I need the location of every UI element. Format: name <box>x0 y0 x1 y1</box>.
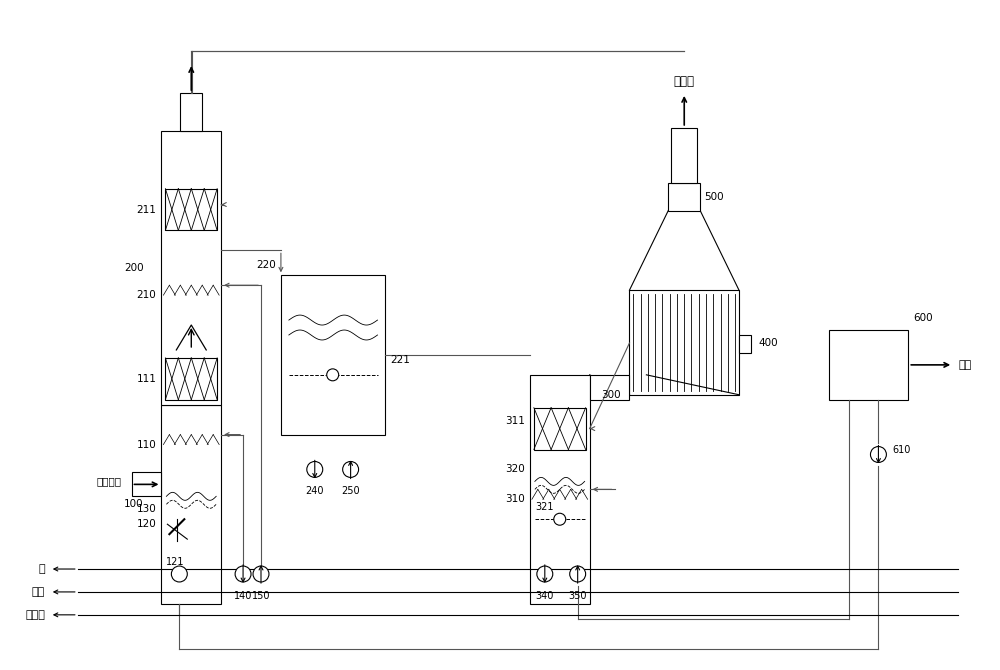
Bar <box>668 183 700 210</box>
Text: 500: 500 <box>704 192 724 202</box>
Text: 121: 121 <box>166 557 185 567</box>
Text: 240: 240 <box>306 486 324 496</box>
Text: 140: 140 <box>234 591 252 601</box>
Bar <box>161 405 221 604</box>
Text: 空气: 空气 <box>32 587 45 597</box>
Bar <box>590 375 629 400</box>
Text: 250: 250 <box>341 486 360 496</box>
Circle shape <box>253 566 269 582</box>
Text: 300: 300 <box>602 390 621 400</box>
Circle shape <box>235 566 251 582</box>
Circle shape <box>570 566 586 582</box>
Text: 311: 311 <box>505 415 525 425</box>
Text: 110: 110 <box>137 440 156 450</box>
Text: 350: 350 <box>568 591 587 601</box>
Circle shape <box>307 462 323 478</box>
Text: 100: 100 <box>124 499 143 509</box>
Text: 211: 211 <box>137 204 156 214</box>
Circle shape <box>343 462 359 478</box>
Text: 150: 150 <box>252 591 270 601</box>
Text: 320: 320 <box>505 464 525 474</box>
Text: 200: 200 <box>124 263 143 273</box>
Circle shape <box>870 446 886 462</box>
Text: 610: 610 <box>892 444 911 454</box>
Text: 130: 130 <box>137 505 156 515</box>
Bar <box>629 290 739 395</box>
Circle shape <box>171 566 187 582</box>
Bar <box>739 335 751 353</box>
Text: 高硫烟气: 高硫烟气 <box>97 476 122 486</box>
Text: 111: 111 <box>137 374 156 384</box>
Text: 321: 321 <box>535 502 553 513</box>
Text: 221: 221 <box>390 355 410 365</box>
Text: 工艺水: 工艺水 <box>25 610 45 620</box>
Bar <box>829 330 908 400</box>
Bar <box>534 408 586 450</box>
Text: 净烟气: 净烟气 <box>674 75 695 88</box>
Bar <box>132 472 161 496</box>
Text: 210: 210 <box>137 290 156 300</box>
Circle shape <box>554 513 566 525</box>
Text: 220: 220 <box>256 260 276 270</box>
Bar <box>671 128 697 183</box>
Text: 400: 400 <box>759 338 779 348</box>
Text: 硫铵: 硫铵 <box>958 360 971 370</box>
Circle shape <box>537 566 553 582</box>
Text: 120: 120 <box>137 519 156 529</box>
Bar <box>180 93 202 131</box>
Text: 340: 340 <box>536 591 554 601</box>
Bar <box>161 131 221 405</box>
Text: 310: 310 <box>505 494 525 505</box>
Bar <box>530 375 590 604</box>
Bar <box>165 358 217 400</box>
Circle shape <box>327 369 339 381</box>
Bar <box>281 275 385 435</box>
Text: 氨: 氨 <box>38 564 45 574</box>
Bar <box>165 189 217 230</box>
Text: 600: 600 <box>913 313 933 323</box>
